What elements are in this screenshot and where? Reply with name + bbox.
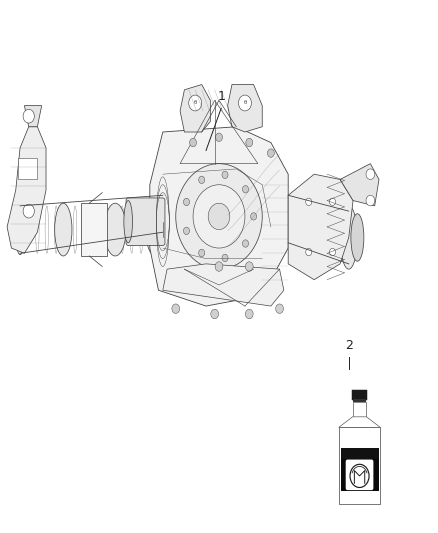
Circle shape [329,248,336,256]
Circle shape [184,198,190,206]
Text: θ: θ [244,101,247,106]
Circle shape [222,254,228,262]
Circle shape [246,139,253,147]
Ellipse shape [340,206,357,269]
FancyBboxPatch shape [18,158,37,180]
Polygon shape [180,85,210,132]
Circle shape [238,95,251,111]
FancyBboxPatch shape [352,391,367,400]
FancyBboxPatch shape [340,491,378,498]
Polygon shape [339,427,380,504]
Text: θ: θ [194,101,197,106]
Polygon shape [288,174,353,280]
Circle shape [199,176,205,183]
FancyBboxPatch shape [126,198,165,245]
Circle shape [211,309,219,319]
Polygon shape [340,164,379,206]
Circle shape [23,162,34,176]
Circle shape [366,169,374,180]
Circle shape [251,213,257,220]
FancyBboxPatch shape [340,448,378,498]
Circle shape [245,309,253,319]
Ellipse shape [55,203,72,256]
Ellipse shape [145,200,171,259]
FancyBboxPatch shape [340,448,378,459]
Text: 1: 1 [217,90,225,103]
Circle shape [215,133,223,141]
Ellipse shape [15,205,25,255]
Circle shape [190,139,197,147]
Polygon shape [228,85,262,132]
Circle shape [199,249,205,256]
Circle shape [189,95,202,111]
Polygon shape [7,127,46,253]
Polygon shape [25,106,42,127]
Circle shape [306,198,312,206]
Text: 2: 2 [345,339,353,352]
Circle shape [222,171,228,179]
Circle shape [184,227,190,235]
Circle shape [215,262,223,271]
Polygon shape [339,417,380,427]
Circle shape [243,185,248,193]
Circle shape [23,204,34,218]
Circle shape [306,248,312,256]
Circle shape [276,304,283,313]
Circle shape [23,109,34,123]
Circle shape [366,195,374,206]
Circle shape [208,203,230,230]
Circle shape [172,304,180,313]
Ellipse shape [124,200,133,243]
FancyBboxPatch shape [353,399,366,402]
Polygon shape [163,264,284,306]
Polygon shape [353,402,367,417]
FancyBboxPatch shape [81,203,106,256]
Circle shape [193,185,245,248]
Ellipse shape [351,214,364,261]
Ellipse shape [104,203,126,256]
Circle shape [243,240,248,247]
Circle shape [245,262,253,271]
Circle shape [329,198,336,206]
FancyBboxPatch shape [346,459,373,490]
Polygon shape [150,127,288,306]
Circle shape [176,164,262,269]
Circle shape [268,149,274,157]
